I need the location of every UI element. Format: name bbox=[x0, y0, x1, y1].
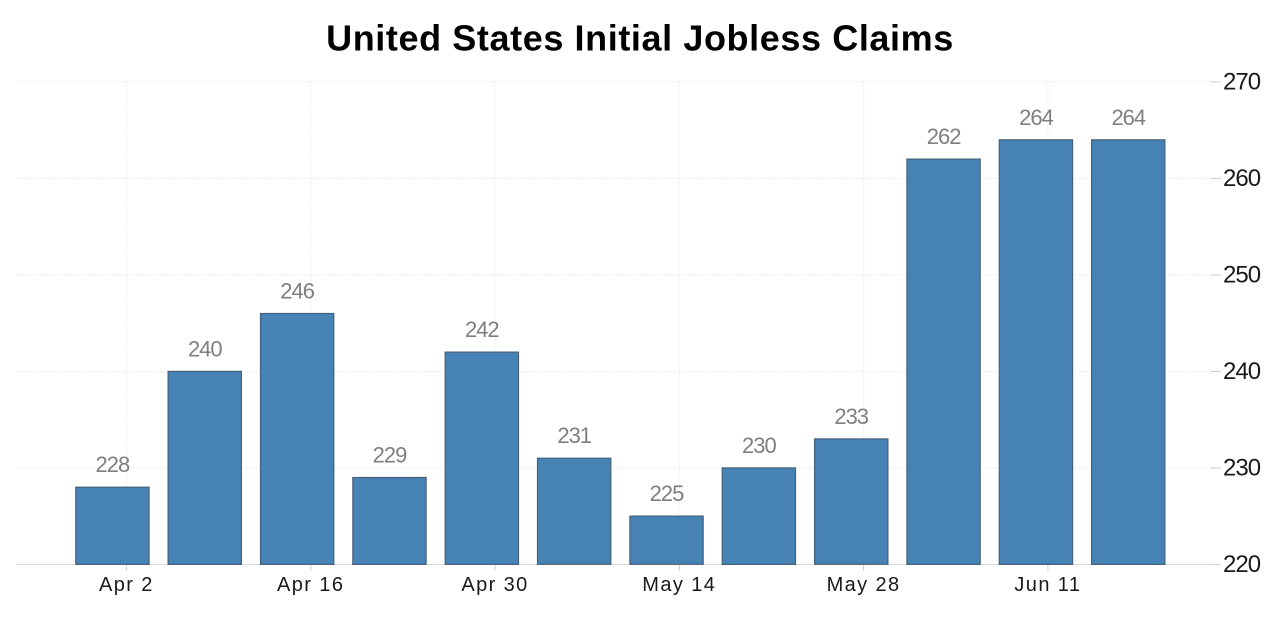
svg-text:May 28: May 28 bbox=[827, 574, 901, 596]
svg-text:262: 262 bbox=[927, 124, 961, 149]
svg-text:264: 264 bbox=[1111, 105, 1145, 130]
svg-text:230: 230 bbox=[1223, 454, 1261, 481]
svg-text:220: 220 bbox=[1223, 551, 1261, 578]
svg-text:246: 246 bbox=[280, 279, 314, 304]
svg-text:240: 240 bbox=[188, 336, 222, 361]
svg-text:230: 230 bbox=[742, 433, 776, 458]
svg-text:Apr 2: Apr 2 bbox=[99, 574, 154, 596]
svg-text:Apr 16: Apr 16 bbox=[277, 574, 344, 596]
svg-text:242: 242 bbox=[465, 317, 499, 342]
svg-text:231: 231 bbox=[557, 423, 591, 448]
svg-text:229: 229 bbox=[373, 443, 407, 468]
svg-text:264: 264 bbox=[1019, 105, 1053, 130]
svg-text:228: 228 bbox=[96, 452, 130, 477]
svg-text:Jun 11: Jun 11 bbox=[1014, 574, 1081, 596]
svg-text:240: 240 bbox=[1223, 358, 1261, 385]
svg-text:Apr 30: Apr 30 bbox=[461, 574, 528, 596]
svg-text:260: 260 bbox=[1223, 165, 1261, 192]
svg-text:May 14: May 14 bbox=[642, 574, 716, 596]
svg-text:250: 250 bbox=[1223, 261, 1261, 288]
svg-text:233: 233 bbox=[834, 404, 868, 429]
svg-text:270: 270 bbox=[1223, 68, 1261, 95]
svg-text:225: 225 bbox=[650, 481, 684, 506]
svg-text:United States Initial Jobless: United States Initial Jobless Claims bbox=[326, 18, 954, 59]
